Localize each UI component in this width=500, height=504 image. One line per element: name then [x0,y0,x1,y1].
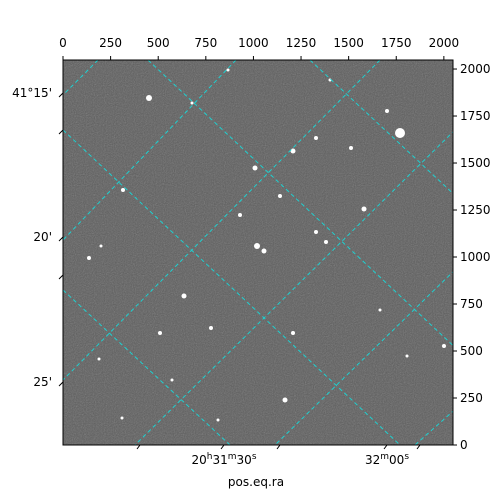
dec-tick [58,236,64,242]
axes-frame [62,59,454,446]
ra-tick-label: 20h31m30s [191,452,256,467]
x-tick-label: 2000 [429,36,460,50]
dec-tick-label: 20' [33,230,52,244]
dec-tick-label: 25' [33,375,52,389]
x-tick-label: 0 [59,36,67,50]
dec-tick [58,129,64,135]
y-tick-label: 1750 [460,109,491,123]
y-tick-label: 1000 [460,250,491,264]
y-tick-label: 0 [460,438,468,452]
ra-tick [220,444,225,450]
x-tick-label: 1750 [381,36,412,50]
ra-tick [136,444,141,450]
dec-tick [58,92,64,98]
x-tick-label: 1500 [333,36,364,50]
y-tick-label: 2000 [460,62,491,76]
sky-image [63,60,453,445]
stars [87,68,446,422]
y-tick-label: 250 [460,391,483,405]
x-tick-label: 1000 [238,36,269,50]
dec-tick [58,381,64,387]
ra-tick [416,444,421,450]
x-tick-label: 1250 [286,36,317,50]
dec-tick [58,274,64,280]
x-tick-label: 750 [194,36,217,50]
y-tick-label: 1250 [460,203,491,217]
x-axis-label: pos.eq.ra [228,475,284,489]
y-tick-label: 500 [460,344,483,358]
y-tick-label: 750 [460,297,483,311]
dec-tick-label: 41°15' [12,86,52,100]
ra-tick [276,444,281,450]
y-tick-label: 1500 [460,156,491,170]
x-tick-label: 500 [147,36,170,50]
x-tick-label: 250 [99,36,122,50]
ra-tick [383,444,388,450]
ra-tick-label: 32m00s [365,452,409,467]
coordinate-grid [63,60,453,445]
